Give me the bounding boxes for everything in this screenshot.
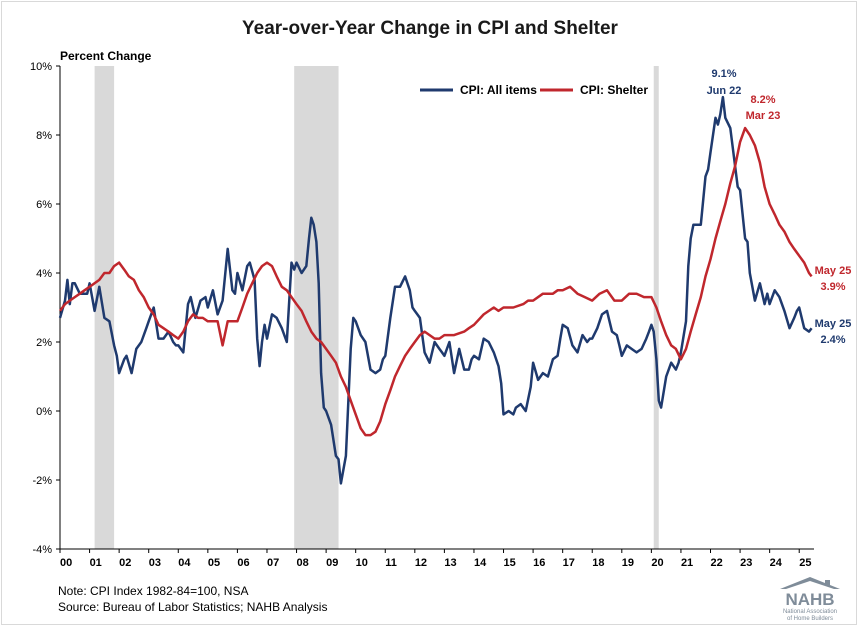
y-tick-label: 0%	[36, 406, 52, 418]
house-chimney-icon	[825, 580, 830, 586]
logo-subtitle-1: National Association	[783, 609, 837, 615]
legend-label-shelter: CPI: Shelter	[580, 83, 648, 97]
recession-band-1	[294, 66, 339, 549]
y-tick-label: 10%	[30, 61, 52, 73]
x-tick-label: 08	[297, 557, 309, 569]
logo-wordmark: NAHB	[785, 590, 834, 609]
x-tick-label: 17	[563, 557, 575, 569]
legend-label-cpi: CPI: All items	[460, 83, 537, 97]
y-tick-label: 4%	[36, 268, 52, 280]
y-tick-label: -4%	[32, 544, 52, 556]
legend: CPI: All items CPI: Shelter	[420, 83, 648, 97]
series-line-shelter	[58, 126, 813, 437]
y-tick-label: 8%	[36, 130, 52, 142]
x-tick-label: 13	[444, 557, 456, 569]
y-tick-label: 6%	[36, 199, 52, 211]
x-tick-label: 02	[119, 557, 131, 569]
source-text: Source: Bureau of Labor Statistics; NAHB…	[58, 600, 328, 614]
data-label-0-line2: Jun 22	[707, 85, 742, 97]
x-tick-label: 00	[60, 557, 72, 569]
data-label-2-line2: 3.9%	[820, 281, 845, 293]
x-tick-label: 21	[681, 557, 693, 569]
x-tick-label: 14	[474, 557, 487, 569]
note-text: Note: CPI Index 1982-84=100, NSA	[58, 584, 249, 598]
x-tick-label: 19	[622, 557, 634, 569]
x-tick-label: 25	[799, 557, 811, 569]
data-label-3-line1: May 25	[815, 318, 852, 330]
data-label-1-line1: 8.2%	[750, 94, 775, 106]
logo-subtitle-2: of Home Builders	[787, 616, 833, 622]
chart-title: Year-over-Year Change in CPI and Shelter	[242, 18, 618, 39]
nahb-logo: NAHB National Association of Home Builde…	[780, 577, 840, 622]
x-tick-label: 20	[651, 557, 663, 569]
x-tick-label: 06	[237, 557, 249, 569]
y-axis-label: Percent Change	[60, 49, 152, 63]
x-tick-label: 24	[770, 557, 783, 569]
x-tick-label: 05	[208, 557, 220, 569]
x-tick-label: 11	[385, 557, 397, 569]
x-tick-label: 18	[592, 557, 604, 569]
x-tick-label: 09	[326, 557, 338, 569]
data-label-3-line2: 2.4%	[820, 334, 845, 346]
data-label-2-line1: May 25	[815, 265, 852, 277]
data-labels: 9.1% Jun 22 8.2% Mar 23 May 25 3.9% May 25 2.4%	[707, 68, 852, 346]
x-tick-label: 07	[267, 557, 279, 569]
x-tick-label: 23	[740, 557, 752, 569]
data-label-1-line2: Mar 23	[746, 110, 781, 122]
y-tick-label: 2%	[36, 337, 52, 349]
series-lines	[58, 95, 813, 485]
x-tick-label: 03	[149, 557, 161, 569]
axes: -4% -2% 0% 2% 4% 6% 8% 10% 00 01 02 03 04 05 06 07 08 09 1…	[30, 61, 814, 569]
y-tick-label: -2%	[32, 475, 52, 487]
footnotes: Note: CPI Index 1982-84=100, NSA Source:…	[58, 583, 327, 615]
x-tick-label: 16	[533, 557, 545, 569]
x-tick-label: 15	[504, 557, 516, 569]
recession-bands	[94, 66, 659, 549]
house-roof-icon	[780, 577, 840, 589]
x-tick-label: 04	[178, 557, 191, 569]
recession-band-0	[94, 66, 115, 549]
x-tick-label: 10	[356, 557, 368, 569]
data-label-0-line1: 9.1%	[711, 68, 736, 80]
x-tick-label: 12	[415, 557, 427, 569]
series-line-cpi	[58, 95, 813, 485]
x-tick-label: 22	[711, 557, 723, 569]
x-tick-label: 01	[90, 557, 102, 569]
